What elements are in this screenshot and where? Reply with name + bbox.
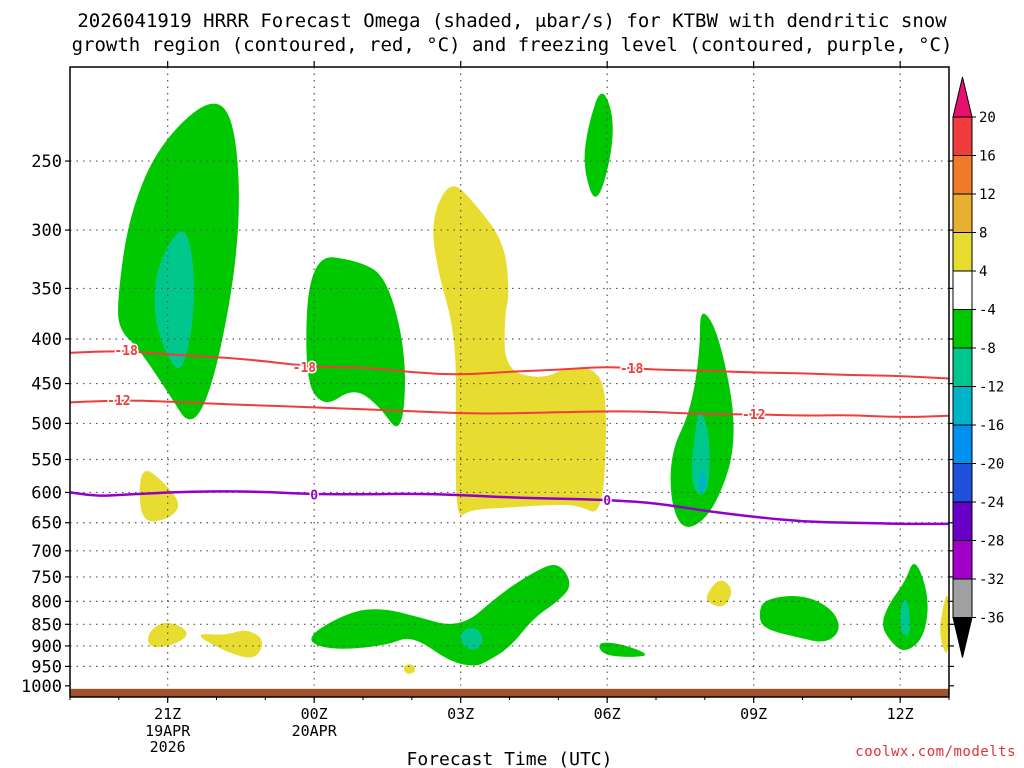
chart-title-line-1: 2026041919 HRRR Forecast Omega (shaded, … [77, 10, 947, 32]
omega-area-5 [433, 186, 606, 516]
credit-text[interactable]: coolwx.com/modelts [855, 744, 1016, 760]
colorbar-label-7: -8 [979, 341, 996, 357]
contour-label--12-1: -12 [107, 394, 130, 409]
omega-area-16 [706, 580, 732, 607]
y-tick-label-500: 500 [31, 414, 62, 434]
y-tick-label-550: 550 [31, 451, 62, 471]
omega-area-20 [940, 595, 949, 653]
y-tick-label-400: 400 [31, 330, 62, 350]
x-tick-label-03Z: 03Z [447, 705, 474, 723]
chart-title-line-2: growth region (contoured, red, °C) and f… [71, 34, 953, 56]
y-tick-label-450: 450 [31, 375, 62, 395]
colorbar-label-10: -20 [979, 457, 1004, 473]
colorbar-swatch-2 [952, 155, 973, 195]
colorbar-swatch-6 [952, 309, 973, 349]
colorbar-swatch-4 [952, 232, 973, 272]
x-tick-label-06Z: 06Z [594, 705, 621, 723]
omega-area-19 [900, 599, 910, 636]
omega-area-12 [311, 565, 570, 666]
colorbar-swatch-1 [952, 116, 973, 156]
colorbar-label-3: 12 [979, 187, 996, 203]
y-tick-label-300: 300 [31, 221, 62, 241]
x-axis-title: Forecast Time (UTC) [407, 749, 613, 768]
x-tick-sublabel-21Z-1: 19APR [145, 722, 191, 740]
omega-area-9 [139, 470, 179, 522]
colorbar-top-arrow [952, 76, 973, 118]
contour--12 [70, 399, 949, 418]
colorbar-label-1: 20 [979, 110, 996, 126]
x-tick-label-09Z: 09Z [740, 705, 767, 723]
colorbar-label-13: -32 [979, 572, 1004, 588]
omega-area-3 [584, 93, 613, 197]
y-tick-label-900: 900 [31, 637, 62, 657]
ground-surface [70, 688, 949, 697]
x-tick-sublabel-00Z-1: 20APR [292, 722, 338, 740]
omega-area-17 [759, 595, 839, 642]
y-tick-label-1000: 1000 [21, 677, 62, 697]
x-tick-label-21Z: 21Z [154, 705, 181, 723]
colorbar-swatch-10 [952, 463, 973, 503]
contour-lines: -18 -18 -18 -12 -12 0 0 [70, 343, 949, 526]
y-tick-label-250: 250 [31, 152, 62, 172]
omega-area-10 [148, 622, 187, 648]
contour-label-0-2: 0 [603, 494, 611, 509]
omega-area-14 [403, 664, 416, 674]
y-tick-label-700: 700 [31, 542, 62, 562]
colorbar-bottom-arrow [952, 617, 973, 658]
omega-area-11 [200, 630, 263, 658]
omega-area-7 [691, 412, 710, 495]
omega-shading [118, 93, 949, 674]
colorbar-swatch-9 [952, 424, 973, 464]
colorbar-label-9: -16 [979, 418, 1004, 434]
contour-label--12-2: -12 [742, 408, 765, 423]
contour--18 [70, 350, 949, 380]
colorbar-label-2: 16 [979, 149, 996, 165]
omega-area-15 [599, 642, 646, 657]
colorbar-swatch-12 [952, 540, 973, 580]
x-tick-label-00Z: 00Z [301, 705, 328, 723]
colorbar-label-6: -4 [979, 303, 996, 319]
y-tick-label-350: 350 [31, 279, 62, 299]
colorbar-swatch-3 [952, 193, 973, 233]
colorbar-label-11: -24 [979, 495, 1004, 511]
colorbar-label-12: -28 [979, 534, 1004, 550]
colorbar-label-14: -36 [979, 611, 1004, 627]
colorbar-swatch-8 [952, 386, 973, 426]
omega-area-2 [154, 231, 195, 369]
colorbar-label-5: 4 [979, 264, 987, 280]
colorbar-swatch-11 [952, 501, 973, 541]
y-tick-label-850: 850 [31, 615, 62, 635]
y-tick-label-600: 600 [31, 483, 62, 503]
colorbar-label-8: -12 [979, 380, 1004, 396]
colorbar-swatch-13 [952, 578, 973, 618]
omega-area-13 [460, 628, 483, 650]
y-tick-label-950: 950 [31, 657, 62, 677]
contour-label--18-1: -18 [114, 344, 138, 359]
contour-label--18-2: -18 [293, 361, 317, 376]
y-tick-label-650: 650 [31, 514, 62, 534]
y-tick-label-800: 800 [31, 592, 62, 612]
colorbar-swatch-5 [952, 270, 973, 310]
x-tick-sublabel-21Z-2: 2026 [150, 738, 186, 756]
contour-label-0-1: 0 [310, 488, 318, 503]
y-tick-label-750: 750 [31, 568, 62, 588]
colorbar-label-4: 8 [979, 226, 987, 242]
contour-0 [70, 490, 949, 526]
colorbar-swatch-7 [952, 347, 973, 387]
omega-area-8 [698, 470, 707, 493]
contour-label--18-3: -18 [620, 362, 644, 377]
x-tick-label-12Z: 12Z [887, 705, 914, 723]
omega-area-4 [306, 257, 406, 427]
